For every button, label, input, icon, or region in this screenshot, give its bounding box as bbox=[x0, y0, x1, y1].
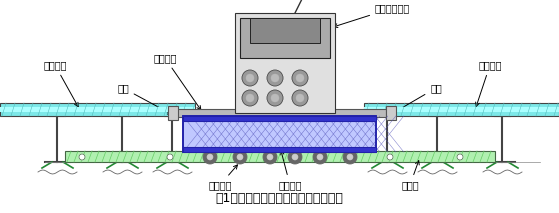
Circle shape bbox=[237, 154, 243, 160]
Bar bbox=[183, 116, 376, 152]
Text: キャスタ: キャスタ bbox=[209, 165, 238, 190]
Circle shape bbox=[288, 150, 302, 164]
Text: 支線軌条: 支線軌条 bbox=[476, 60, 502, 106]
Bar bbox=[65, 151, 495, 162]
Bar bbox=[183, 116, 376, 152]
Text: 継手: 継手 bbox=[391, 83, 442, 114]
Bar bbox=[183, 116, 376, 121]
Circle shape bbox=[317, 154, 323, 160]
Circle shape bbox=[313, 150, 327, 164]
Text: 運搬台車: 運搬台車 bbox=[278, 151, 302, 190]
Circle shape bbox=[242, 90, 258, 106]
Circle shape bbox=[296, 94, 304, 102]
Bar bbox=[364, 103, 559, 116]
Circle shape bbox=[271, 74, 279, 82]
Text: 図1　運搬台車の支線軌条への取付け: 図1 運搬台車の支線軌条への取付け bbox=[216, 192, 343, 205]
Circle shape bbox=[246, 74, 254, 82]
Circle shape bbox=[207, 154, 213, 160]
Bar bbox=[235, 13, 335, 113]
Text: 継手: 継手 bbox=[117, 83, 172, 114]
Bar bbox=[168, 106, 178, 120]
Bar bbox=[183, 147, 376, 152]
Bar bbox=[250, 18, 320, 43]
Circle shape bbox=[296, 74, 304, 82]
Circle shape bbox=[263, 150, 277, 164]
Circle shape bbox=[246, 94, 254, 102]
Text: ベース: ベース bbox=[401, 161, 419, 190]
Circle shape bbox=[292, 154, 298, 160]
Bar bbox=[364, 107, 559, 112]
Circle shape bbox=[237, 154, 243, 160]
Circle shape bbox=[167, 154, 173, 160]
Bar bbox=[240, 18, 330, 58]
Circle shape bbox=[271, 94, 279, 102]
Bar bbox=[173, 109, 386, 117]
Circle shape bbox=[203, 150, 217, 164]
Circle shape bbox=[233, 150, 247, 164]
Circle shape bbox=[242, 70, 258, 86]
Circle shape bbox=[317, 154, 323, 160]
Text: 連結軌条: 連結軌条 bbox=[153, 53, 201, 110]
Text: 支線軌条: 支線軌条 bbox=[43, 60, 78, 107]
Circle shape bbox=[267, 154, 273, 160]
Circle shape bbox=[79, 154, 85, 160]
Circle shape bbox=[267, 90, 283, 106]
Bar bbox=[386, 106, 396, 120]
Text: 支線けん引車: 支線けん引車 bbox=[334, 3, 410, 27]
Circle shape bbox=[347, 154, 353, 160]
Circle shape bbox=[292, 70, 308, 86]
Bar bbox=[0, 107, 195, 112]
Circle shape bbox=[457, 154, 463, 160]
Circle shape bbox=[343, 150, 357, 164]
Circle shape bbox=[292, 90, 308, 106]
Circle shape bbox=[387, 154, 393, 160]
Circle shape bbox=[267, 70, 283, 86]
Bar bbox=[0, 103, 195, 116]
